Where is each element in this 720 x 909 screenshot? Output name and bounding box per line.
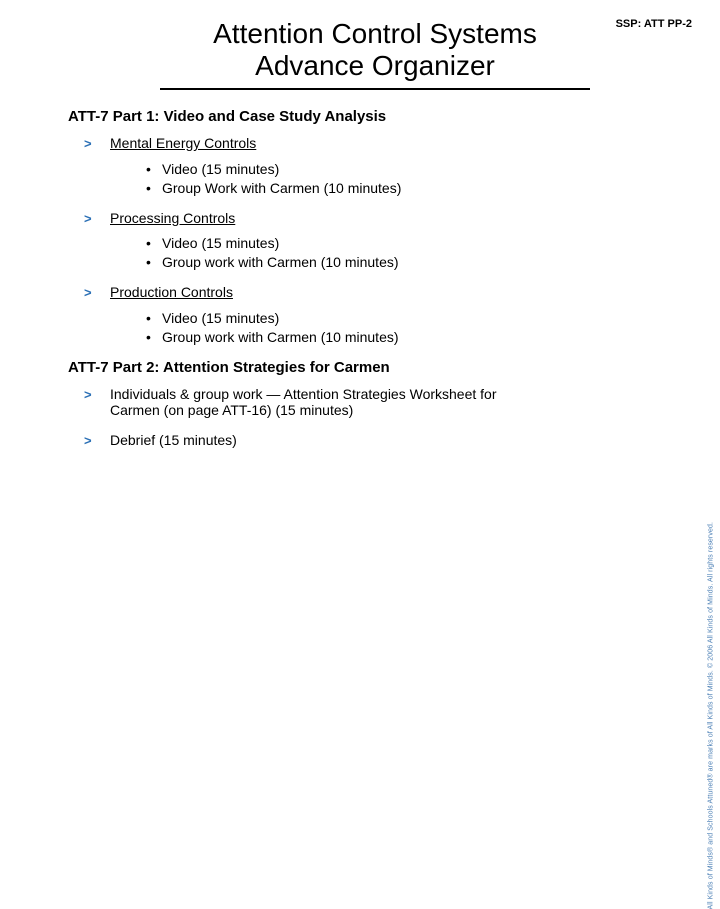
list-item: > Individuals & group work — Attention S… — [84, 386, 670, 418]
title-rule — [160, 88, 590, 90]
title-line2: Advance Organizer — [165, 50, 585, 82]
ssp-label: SSP: ATT PP-2 — [616, 18, 692, 30]
bullet-text: Video (15 minutes) — [162, 160, 279, 179]
sub-list: •Video (15 minutes) •Group work with Car… — [146, 309, 670, 347]
slide: SSP: ATT PP-2 Attention Control Systems … — [0, 0, 720, 540]
list-item: •Group work with Carmen (10 minutes) — [146, 328, 670, 347]
bullet-text: Group Work with Carmen (10 minutes) — [162, 179, 401, 198]
list-item: •Video (15 minutes) — [146, 160, 670, 179]
section-label: Processing Controls — [110, 210, 235, 226]
list-item: •Video (15 minutes) — [146, 234, 670, 253]
list-item: •Group work with Carmen (10 minutes) — [146, 253, 670, 272]
part2-heading: ATT-7 Part 2: Attention Strategies for C… — [68, 359, 670, 376]
sub-list: •Video (15 minutes) •Group work with Car… — [146, 234, 670, 272]
chevron-icon: > — [84, 211, 96, 227]
bullet-text: Group work with Carmen (10 minutes) — [162, 253, 399, 272]
list-item: •Video (15 minutes) — [146, 309, 670, 328]
chevron-icon: > — [84, 285, 96, 301]
part1-heading: ATT-7 Part 1: Video and Case Study Analy… — [68, 108, 670, 125]
title-block: Attention Control Systems Advance Organi… — [165, 18, 585, 82]
chevron-icon: > — [84, 136, 96, 152]
list-item: > Debrief (15 minutes) — [84, 432, 670, 449]
copyright-vertical: All Kinds of Minds® and Schools Attuned®… — [707, 522, 714, 909]
chevron-icon: > — [84, 433, 96, 449]
item-text: Debrief (15 minutes) — [110, 432, 237, 448]
chevron-icon: > — [84, 387, 96, 403]
item-text: Individuals & group work — Attention Str… — [110, 386, 540, 418]
list-item: > Mental Energy Controls •Video (15 minu… — [84, 135, 670, 197]
bullet-text: Video (15 minutes) — [162, 234, 279, 253]
sub-list: •Video (15 minutes) •Group Work with Car… — [146, 160, 670, 198]
list-item: > Processing Controls •Video (15 minutes… — [84, 210, 670, 272]
section-label: Mental Energy Controls — [110, 135, 256, 151]
title-line1: Attention Control Systems — [165, 18, 585, 50]
list-item: > Production Controls •Video (15 minutes… — [84, 284, 670, 346]
list-item: •Group Work with Carmen (10 minutes) — [146, 179, 670, 198]
section-label: Production Controls — [110, 284, 233, 300]
bullet-text: Group work with Carmen (10 minutes) — [162, 328, 399, 347]
bullet-text: Video (15 minutes) — [162, 309, 279, 328]
